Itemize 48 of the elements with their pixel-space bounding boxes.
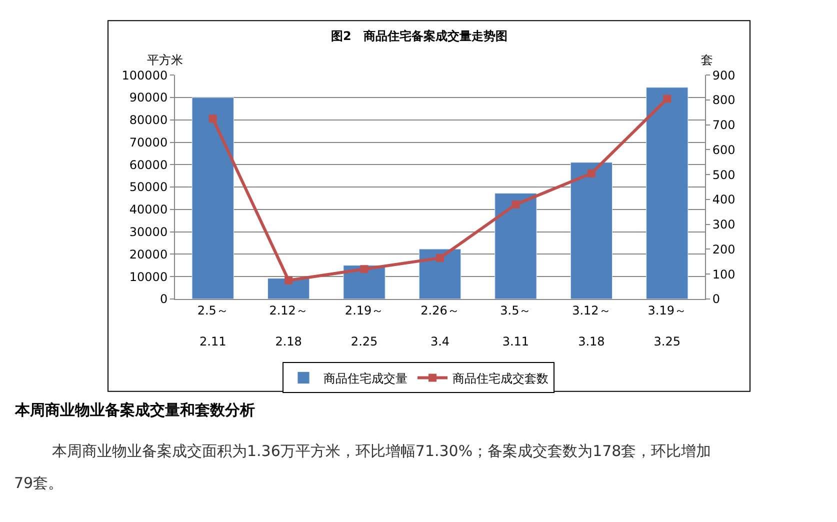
- bar: [494, 193, 537, 299]
- text: 本周商业物业备案成交量和套数分析: [14, 401, 255, 419]
- point: [512, 200, 520, 208]
- point: [360, 265, 368, 274]
- y2-axis-title: 套: [701, 53, 713, 67]
- bar: [646, 87, 688, 299]
- y2-tick-label: 100: [712, 267, 736, 282]
- legend-label: 商品住宅成交套数: [452, 371, 548, 386]
- y-tick-label: 100000: [122, 68, 168, 82]
- y2-tick-label: 300: [712, 218, 736, 232]
- category-label: 2.26～ 3.4: [420, 303, 460, 349]
- category-label: 2.5～ 2.11: [197, 303, 228, 349]
- y-tick-label: 20000: [129, 247, 168, 262]
- y2-tick-label: 400: [712, 192, 736, 207]
- bar: [418, 248, 462, 299]
- category-label: 3.12～ 3.18: [572, 303, 611, 349]
- y2-tick-label: 200: [712, 242, 736, 256]
- y2-tick-label: 500: [712, 168, 736, 182]
- y2-tick-label: 800: [712, 93, 736, 108]
- legend-label: 商品住宅成交量: [324, 371, 408, 386]
- bar: [570, 162, 612, 299]
- point: [284, 276, 293, 284]
- point: [436, 254, 444, 262]
- bar: [268, 278, 310, 299]
- y2-tick-label: 700: [712, 118, 736, 132]
- category-label: 3.5～ 3.11: [500, 303, 532, 349]
- y-tick-label: 10000: [129, 270, 168, 284]
- bar: [192, 97, 234, 299]
- y2-tick-label: 900: [712, 68, 736, 82]
- y-tick-label: 30000: [129, 225, 168, 240]
- y-tick-label: 90000: [129, 90, 168, 105]
- category-label: 2.19～ 2.25: [344, 303, 384, 349]
- chart-title: 图2 商品住宅备案成交量走势图: [331, 29, 508, 43]
- y-tick-label: 40000: [129, 202, 168, 217]
- y-tick-label: 0: [160, 292, 168, 306]
- point: [663, 94, 672, 103]
- y-tick-label: 60000: [129, 158, 168, 172]
- text: 本周商业物业备案成交面积为1.36万平方米，环比增幅71.30%；备案成交套数为178套，环比增加 79套。: [14, 442, 712, 492]
- y-tick-label: 80000: [129, 113, 168, 128]
- y-axis-title: 平方米: [147, 53, 183, 67]
- y2-tick-label: 0: [712, 292, 720, 306]
- point: [587, 169, 596, 178]
- y2-tick-label: 600: [712, 142, 736, 157]
- y-tick-label: 50000: [129, 180, 168, 194]
- y-tick-label: 70000: [129, 135, 168, 150]
- point: [208, 114, 217, 123]
- category-label: 3.19～ 3.25: [648, 303, 686, 349]
- category-label: 2.12～ 2.18: [269, 303, 308, 349]
